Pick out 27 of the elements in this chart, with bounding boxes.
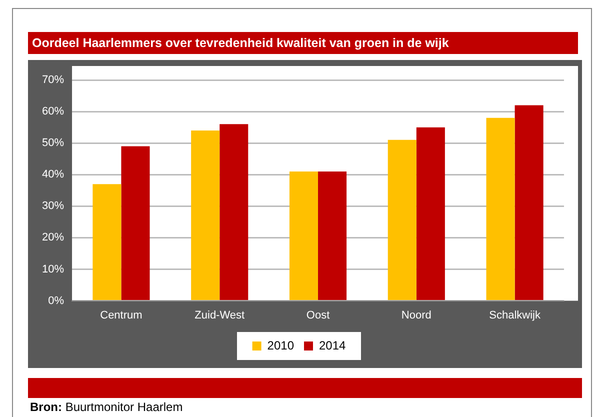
x-tick-label: Oost	[306, 309, 330, 322]
chart-title: Oordeel Haarlemmers over tevredenheid kwaliteit van groen in de wijk	[28, 32, 578, 54]
bar	[388, 140, 416, 300]
bar	[191, 130, 220, 300]
x-tick-label: Noord	[401, 309, 432, 322]
x-tick-label: Centrum	[100, 309, 142, 322]
legend-label: 2010	[267, 338, 294, 352]
y-tick-label: 0%	[48, 294, 64, 307]
bar	[220, 124, 248, 300]
bar	[486, 118, 515, 300]
bar	[121, 146, 150, 300]
x-tick-label: Schalkwijk	[489, 309, 541, 322]
bar	[416, 127, 445, 300]
y-tick-label: 50%	[42, 137, 64, 150]
bar	[318, 171, 347, 300]
y-tick-label: 60%	[42, 106, 64, 118]
bar	[92, 184, 122, 300]
y-tick-label: 10%	[42, 263, 64, 276]
y-tick-label: 30%	[42, 200, 64, 212]
y-tick-label: 70%	[42, 74, 64, 86]
y-tick-label: 20%	[42, 232, 64, 244]
y-tick-label: 40%	[42, 168, 64, 181]
bar	[289, 171, 318, 300]
x-tick-label: Zuid-West	[194, 309, 245, 322]
text: Bron: Buurtmonitor Haarlem	[30, 400, 183, 414]
bar	[514, 105, 544, 300]
legend-label: 2014	[319, 338, 346, 352]
